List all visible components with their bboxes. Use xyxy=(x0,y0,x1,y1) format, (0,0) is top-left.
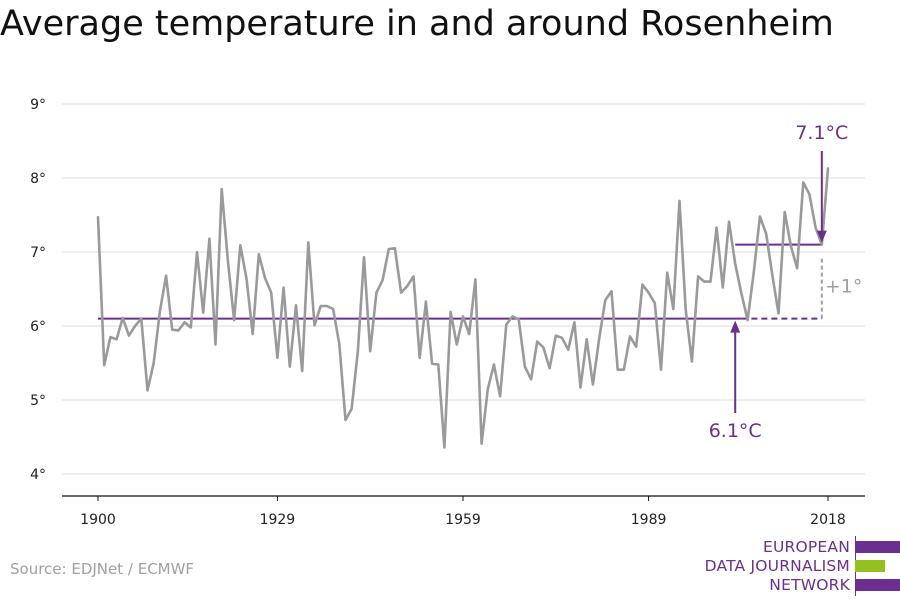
y-tick-label-7: 7° xyxy=(30,245,46,261)
y-axis: 4° 5° 6° 7° 8° 9° xyxy=(30,97,46,483)
baseline-arrow-head xyxy=(730,320,741,333)
baseline-label: 6.1°C xyxy=(709,420,762,442)
y-tick-label-5: 5° xyxy=(30,393,46,409)
x-tick-label-1959: 1959 xyxy=(445,512,481,528)
difference-label: +1° xyxy=(825,276,863,298)
logo-line-network: NETWORK xyxy=(769,576,850,594)
x-tick-label-1989: 1989 xyxy=(631,512,667,528)
y-tick-label-6: 6° xyxy=(30,319,46,335)
y-tick-label-8: 8° xyxy=(30,171,46,187)
chart-title: Average temperature in and around Rosenh… xyxy=(0,4,834,44)
logo-line-european: EUROPEAN xyxy=(762,538,850,556)
annotation-labels: 6.1°C 7.1°C +1° xyxy=(709,122,863,442)
grid-lines xyxy=(62,103,865,475)
source-note: Source: EDJNet / ECMWF xyxy=(10,560,195,578)
recent-arrow-head xyxy=(816,230,827,243)
logo-bar-green xyxy=(855,560,885,572)
series-group xyxy=(96,167,830,449)
y-tick-label-4: 4° xyxy=(30,467,46,483)
y-tick-label-9: 9° xyxy=(30,97,46,113)
logo-bar-purple-top xyxy=(855,541,900,553)
x-tick-label-1900: 1900 xyxy=(80,512,116,528)
x-tick-label-1929: 1929 xyxy=(260,512,296,528)
temperature-series-line xyxy=(96,167,830,449)
logo-line-data-journalism: DATA JOURNALISM xyxy=(704,557,850,575)
logo-bar-purple-bottom xyxy=(855,579,900,591)
edjnet-logo[interactable]: EUROPEAN DATA JOURNALISM NETWORK xyxy=(700,536,900,596)
recent-average-label: 7.1°C xyxy=(795,122,848,144)
x-axis: 1900 1929 1959 1989 2018 xyxy=(62,495,865,528)
annotation-lines xyxy=(98,243,823,320)
x-tick-label-2018: 2018 xyxy=(810,512,846,528)
